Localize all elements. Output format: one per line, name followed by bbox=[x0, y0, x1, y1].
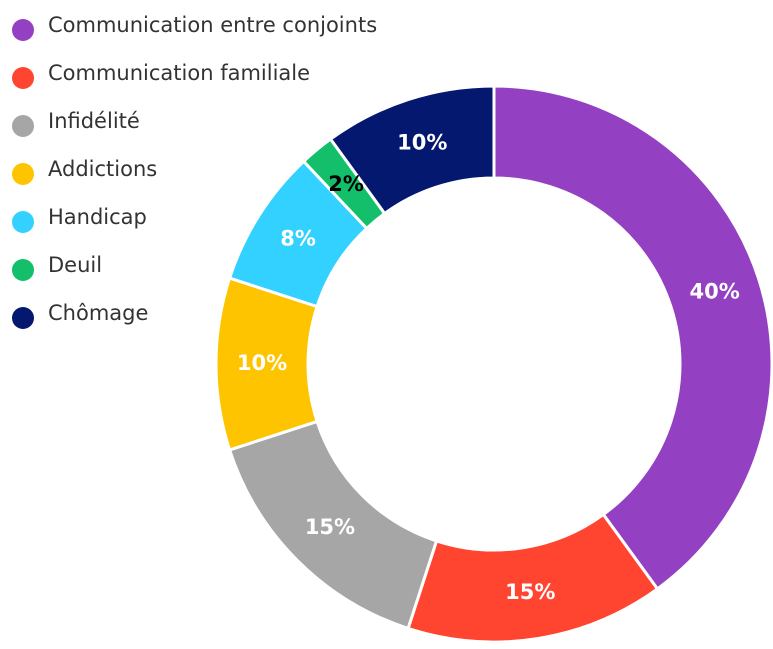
legend-marker bbox=[12, 19, 34, 41]
legend-text: Communication entre conjoints bbox=[48, 13, 377, 37]
donut-slice bbox=[492, 84, 773, 592]
legend-text: Infidélité bbox=[48, 109, 140, 133]
legend-marker bbox=[12, 67, 34, 89]
legend-marker bbox=[12, 259, 34, 281]
donut-slice bbox=[328, 84, 496, 216]
legend-text: Chômage bbox=[48, 301, 148, 325]
legend-text: Handicap bbox=[48, 205, 147, 229]
legend-marker bbox=[12, 115, 34, 137]
value-label: 15% bbox=[505, 580, 555, 604]
legend-text: Deuil bbox=[48, 253, 102, 277]
value-label: 10% bbox=[397, 130, 447, 154]
value-label: 10% bbox=[237, 351, 287, 375]
value-label: 15% bbox=[305, 515, 355, 539]
legend-text: Addictions bbox=[48, 157, 157, 181]
legend-marker bbox=[12, 163, 34, 185]
legend-marker bbox=[12, 307, 34, 329]
legend-marker bbox=[12, 211, 34, 233]
value-label: 40% bbox=[690, 279, 740, 303]
value-label: 2% bbox=[328, 172, 364, 196]
legend-text: Communication familiale bbox=[48, 61, 310, 85]
value-label: 8% bbox=[280, 227, 316, 251]
